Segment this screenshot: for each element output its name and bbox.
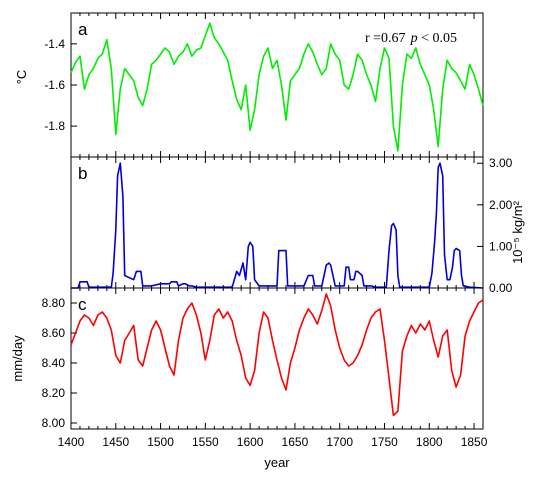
x-tick-label: 1650 (282, 435, 309, 449)
panel-letter: a (78, 20, 88, 39)
y-axis-title: 10⁻⁵ kg/m² (510, 200, 525, 263)
panel-c: 8.00 8.20 8.40 8.60 8.80 mm/day c (10, 287, 484, 430)
y-tick-label: 1.00 (489, 239, 513, 253)
x-tick-label: 1750 (371, 435, 398, 449)
y-tick-label: 3.00 (489, 156, 513, 170)
series-line (70, 22, 484, 152)
y-axis-title: °C (14, 70, 29, 85)
panel-letter: b (78, 164, 87, 183)
panel-a: -1.4 -1.6 -1.8 °C a r =0.67 p < 0.05 (14, 12, 484, 158)
series-line (70, 293, 484, 417)
y-axis-title: mm/day (10, 335, 25, 382)
y-tick-label: 2.00 (489, 198, 513, 212)
series-line (71, 162, 484, 289)
y-tick-label: 8.00 (42, 416, 66, 430)
annot-p: p (410, 31, 418, 46)
x-tick-label: 1850 (461, 435, 488, 449)
y-tick-label: -1.6 (44, 78, 65, 92)
y-tick-label: -1.8 (44, 119, 65, 133)
annot-r: r =0.67 (365, 31, 406, 46)
x-tick-label: 1450 (102, 435, 129, 449)
y-tick-label: 8.20 (42, 386, 66, 400)
annot-rest: < 0.05 (418, 31, 457, 46)
y-tick-label: 0.00 (489, 281, 513, 295)
x-axis: 1400 1450 1500 1550 1600 1650 1700 1750 1800 1850… (58, 435, 488, 470)
x-tick-label: 1400 (58, 435, 85, 449)
panel-b: 0.00 1.00 2.00 3.00 10⁻⁵ kg/m² b (70, 156, 525, 295)
y-tick-label: 8.40 (42, 356, 66, 370)
y-tick-label: 8.60 (42, 326, 66, 340)
x-tick-label: 1700 (326, 435, 353, 449)
x-tick-label: 1500 (147, 435, 174, 449)
x-tick-label: 1600 (237, 435, 264, 449)
x-tick-label: 1800 (416, 435, 443, 449)
correlation-annotation: r =0.67 p < 0.05 (365, 31, 457, 46)
y-tick-label: 8.80 (42, 296, 66, 310)
x-tick-label: 1550 (192, 435, 219, 449)
y-tick-label: -1.4 (44, 37, 65, 51)
panel-letter: c (78, 295, 87, 314)
x-axis-title: year (264, 455, 290, 470)
panel-frame (70, 156, 484, 289)
